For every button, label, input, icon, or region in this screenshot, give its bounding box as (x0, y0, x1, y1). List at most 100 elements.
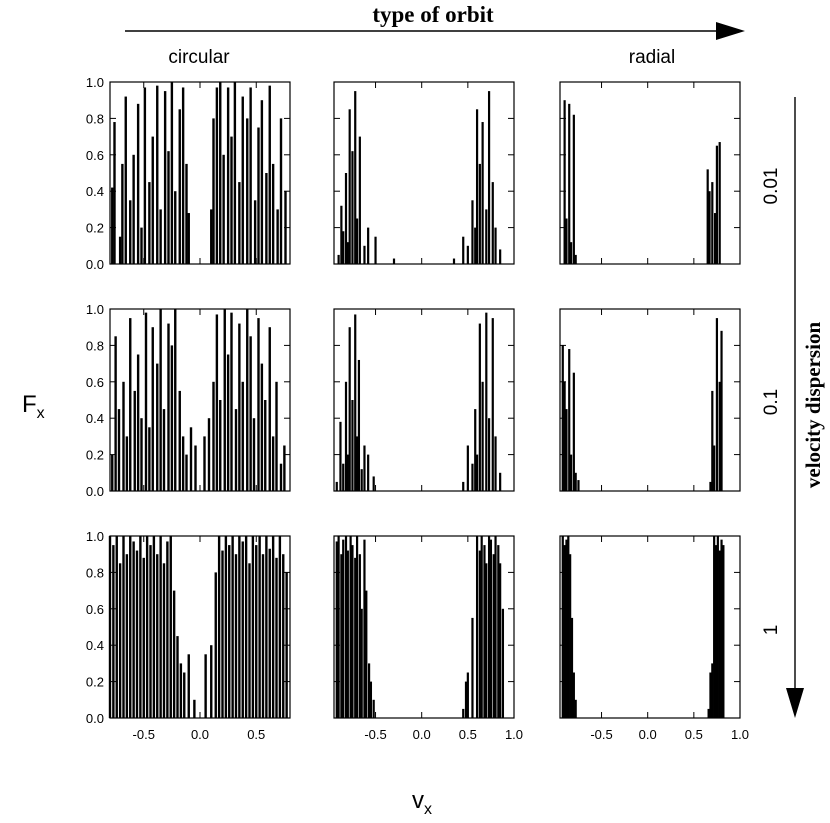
y-axis-label: Fx (22, 391, 45, 422)
data-bar (485, 312, 488, 491)
data-bar (561, 536, 564, 718)
y-tick-label: 0.2 (86, 221, 104, 236)
data-bar (718, 550, 721, 718)
x-tick-label: 1.0 (731, 727, 749, 742)
y-tick-label: 0.2 (86, 448, 104, 463)
data-bar (563, 545, 566, 718)
data-bar (174, 309, 177, 491)
data-bar (474, 409, 477, 491)
y-tick-label: 0.6 (86, 602, 104, 617)
data-bar (718, 142, 721, 264)
data-bar (212, 118, 215, 265)
data-bar (133, 390, 136, 491)
y-tick-label: 0.4 (86, 638, 104, 653)
panel-row2-middle: -0.5 0.0 0.5 1.0 (333, 535, 523, 742)
panel-frame (333, 81, 515, 265)
data-bar (233, 82, 237, 264)
data-bar (111, 454, 114, 491)
y-tick-label: 0.6 (86, 148, 104, 163)
x-axis-label-subscript: x (424, 801, 432, 818)
data-bar (574, 699, 577, 718)
data-bar (565, 218, 568, 264)
y-tick-label: 1.0 (86, 529, 104, 544)
data-bar (210, 645, 213, 718)
data-bar (178, 109, 181, 264)
column-label-radial: radial (629, 47, 675, 68)
data-bar (491, 182, 494, 264)
data-bar (111, 187, 114, 264)
data-bar (178, 390, 181, 491)
data-bar (351, 400, 354, 491)
y-axis-label-subscript: x (37, 405, 45, 422)
data-bar (148, 427, 151, 491)
right-title: velocity dispersion (801, 322, 825, 489)
data-bar (241, 541, 244, 718)
data-bar (253, 200, 257, 264)
data-bar (144, 312, 148, 491)
orbit-type-arrowhead (716, 22, 745, 40)
column-label-circular: circular (168, 47, 230, 68)
data-bar (181, 436, 185, 491)
data-bar (363, 245, 366, 264)
y-tick-label: 0.4 (86, 411, 104, 426)
data-bar (346, 242, 349, 264)
data-bar (565, 409, 568, 491)
data-bar (706, 169, 709, 264)
data-bar (226, 354, 230, 491)
data-bar (360, 608, 363, 718)
y-tick-label: 0.6 (86, 375, 104, 390)
data-bar (492, 554, 495, 718)
data-bar (124, 96, 127, 264)
data-bar (156, 554, 159, 718)
y-tick-label: 0.8 (86, 565, 104, 580)
data-bar (115, 536, 118, 718)
data-bar (282, 554, 285, 718)
x-tick-label: -0.5 (364, 727, 386, 742)
panel-frame (559, 535, 741, 719)
data-bar (166, 541, 169, 718)
data-bar (494, 536, 497, 718)
data-bar (238, 182, 241, 264)
data-bar (574, 472, 577, 491)
data-bar (241, 381, 244, 491)
panel-row0-middle (333, 81, 515, 265)
data-bar (248, 563, 251, 718)
data-bar (481, 122, 484, 264)
data-bar (715, 145, 719, 264)
panel-frame (559, 81, 741, 265)
panel-frame (333, 535, 515, 719)
data-bar (342, 231, 345, 264)
data-bar (499, 472, 502, 491)
data-bar (271, 163, 275, 264)
data-bar (228, 545, 231, 718)
data-bar (122, 536, 125, 718)
data-bar (335, 541, 338, 718)
data-bar (337, 254, 340, 264)
data-bar (279, 118, 283, 265)
row-label-1: 1 (761, 625, 782, 636)
data-bar (241, 96, 244, 264)
panel-row1-radial (559, 308, 741, 492)
data-bar (392, 258, 396, 264)
data-bar (374, 236, 377, 264)
data-bar (132, 541, 135, 718)
data-bar (279, 463, 283, 491)
data-bar (481, 381, 484, 491)
data-bar (151, 327, 154, 491)
data-bar (156, 363, 159, 491)
data-bar (162, 563, 166, 718)
y-tick-label: 0.0 (86, 484, 104, 499)
data-bar (265, 536, 268, 718)
data-bar (183, 672, 186, 718)
data-bar (234, 554, 238, 718)
data-bar (271, 436, 275, 491)
data-bar (114, 336, 117, 491)
data-bar (255, 545, 258, 718)
data-bar (185, 163, 188, 264)
data-bar (283, 445, 286, 491)
data-bar (140, 227, 143, 264)
data-bar (223, 309, 226, 491)
data-bar (174, 191, 177, 264)
data-bar (713, 445, 716, 491)
